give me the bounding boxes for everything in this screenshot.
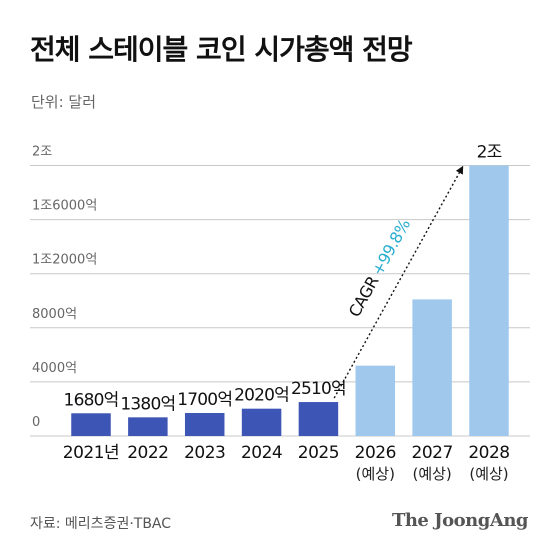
unit-label: 단위: 달러 — [31, 93, 97, 111]
y-tick-label-1: 4000억 — [32, 361, 77, 376]
bar-2022 — [128, 417, 168, 436]
cagr-arrow — [333, 165, 464, 399]
chart-title: 전체 스테이블 코인 시가총액 전망 — [30, 33, 413, 66]
bar-2027 — [412, 299, 452, 436]
value-label-2022: 1380억 — [120, 394, 175, 414]
y-tick-label-5: 2조 — [32, 145, 52, 160]
value-label-2024: 2020억 — [234, 386, 289, 406]
cagr-value: +99.8% — [368, 216, 414, 279]
bar-2025 — [298, 402, 339, 436]
y-tick-label-2: 8000억 — [32, 307, 77, 322]
y-tick-label-0: 0 — [32, 415, 40, 430]
bar-2026 — [355, 365, 396, 436]
x-tick-label-2025: 2025 — [298, 443, 339, 463]
brand-logo: The JoongAng — [391, 510, 529, 531]
bar-2024 — [241, 408, 282, 436]
x-tick-label-2026: 2026 — [355, 443, 396, 463]
x-sublabel-2026: (예상) — [356, 465, 395, 483]
x-tick-label-2028: 2028 — [468, 443, 509, 463]
x-tick-label-2027: 2027 — [412, 443, 453, 463]
value-label-2028: 2조 — [477, 143, 502, 163]
value-label-2023: 1700억 — [177, 390, 232, 410]
cagr-prefix: CAGR — [345, 273, 383, 320]
x-tick-label-2023: 2023 — [184, 443, 225, 463]
bar-chart: 0 4000억 8000억 1조2000억 1조6000억 2조 2021년 1680억 202… — [30, 143, 530, 483]
source-note: 자료: 메리츠증권·TBAC — [30, 516, 172, 532]
x-sublabel-2027: (예상) — [412, 465, 451, 483]
x-tick-label-2021년: 2021년 — [63, 443, 119, 463]
x-sublabel-2028: (예상) — [469, 465, 508, 483]
x-tick-label-2022: 2022 — [127, 443, 168, 463]
bar-2021년 — [71, 413, 111, 436]
bar-2028 — [469, 165, 509, 436]
y-tick-label-3: 1조2000억 — [32, 253, 97, 268]
x-tick-label-2024: 2024 — [241, 443, 282, 463]
bar-2023 — [184, 413, 225, 436]
value-label-2025: 2510억 — [291, 379, 346, 399]
y-tick-label-4: 1조6000억 — [32, 199, 97, 214]
cagr-annotation: CAGR+99.8% — [345, 216, 414, 320]
value-label-2021년: 1680억 — [64, 390, 119, 410]
